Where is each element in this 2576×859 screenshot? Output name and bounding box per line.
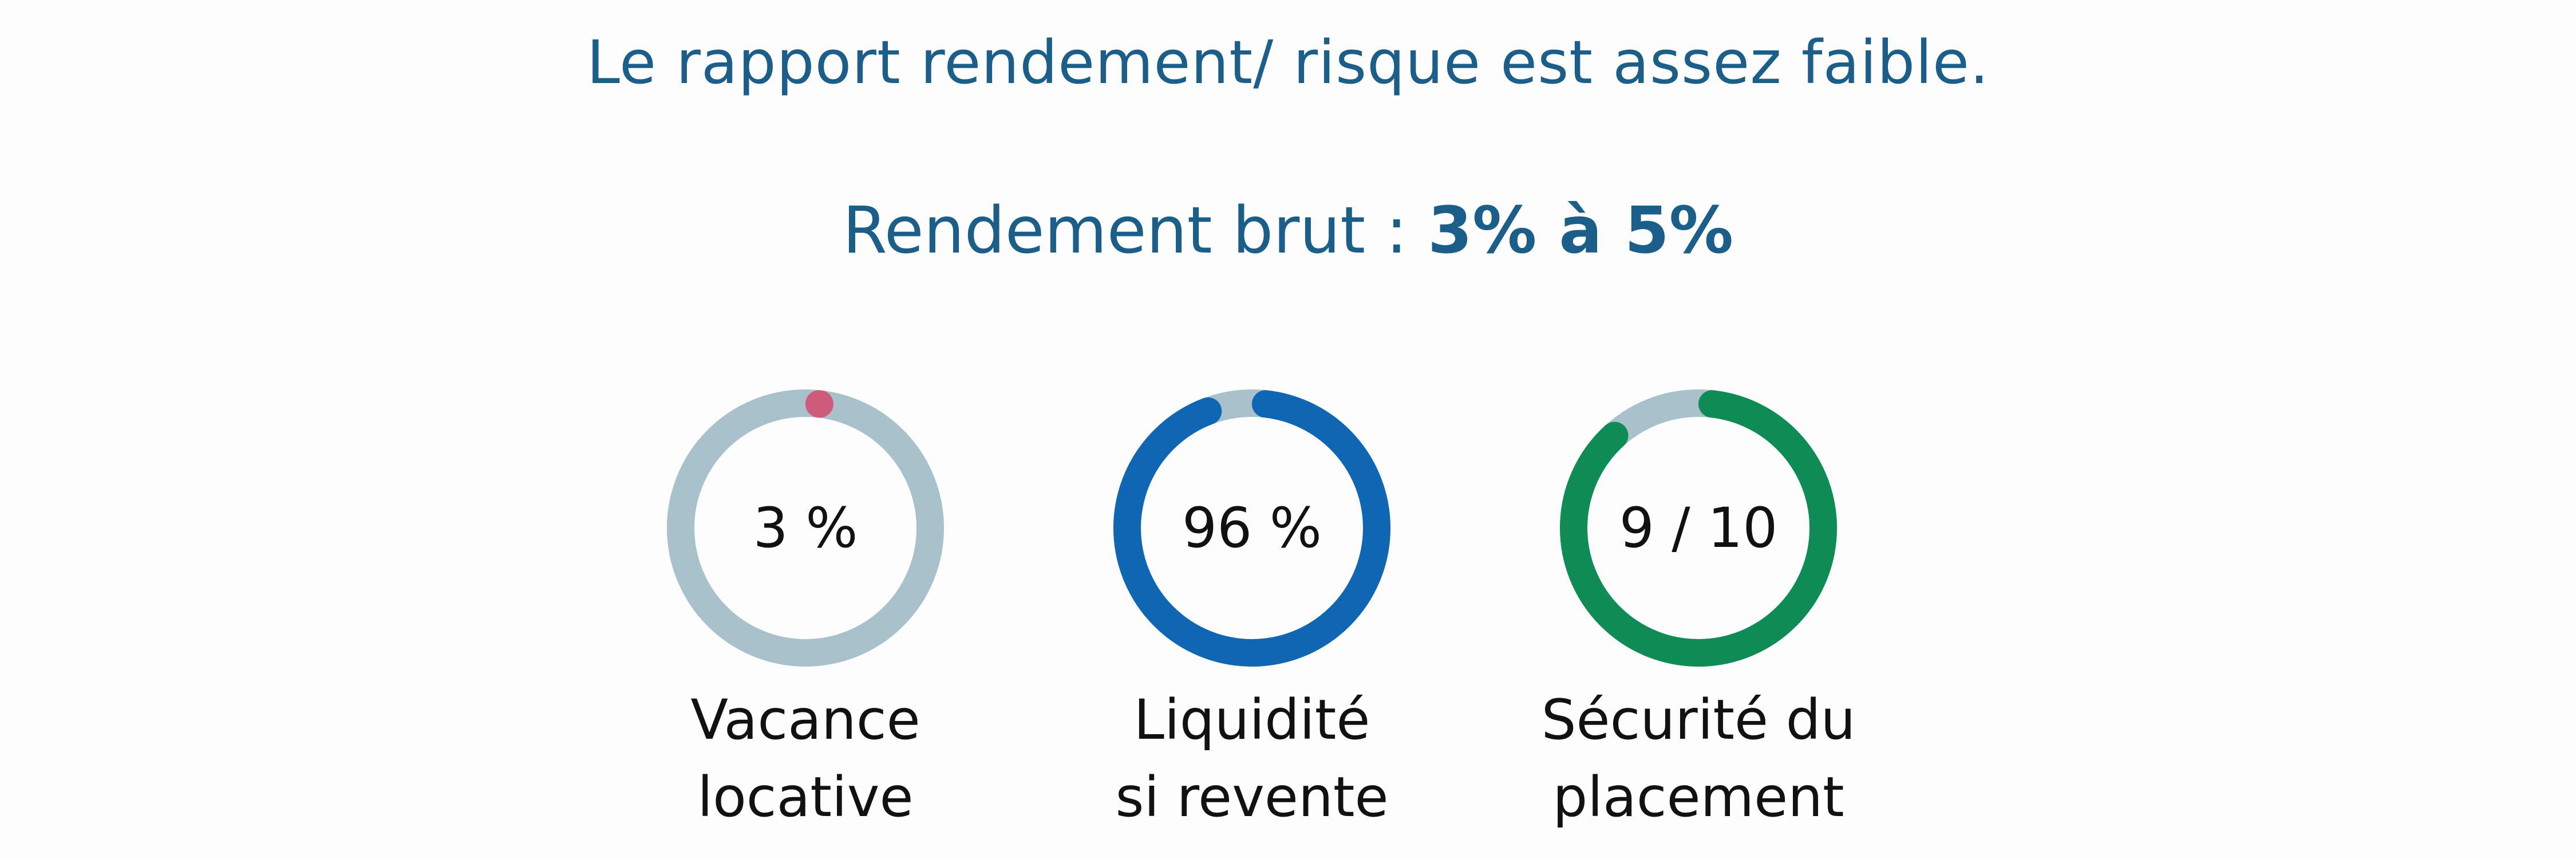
gauge-value-arc: [1113, 389, 1390, 667]
gauge-value-label: 3 %: [753, 496, 858, 560]
caption-line: Sécurité du: [1541, 688, 1856, 752]
headline-gross-yield: Rendement brut : 3% à 5%: [0, 194, 2576, 268]
caption-line: placement: [1552, 765, 1844, 829]
headline-risk-return: Le rapport rendement/ risque est assez f…: [586, 27, 1990, 97]
caption-line: Vacance: [690, 688, 920, 752]
gauge-ring: [1560, 389, 1837, 667]
gauge-ring: [1113, 389, 1390, 667]
gauge-value-arc: [667, 389, 944, 667]
gross-yield-label: Rendement brut :: [842, 194, 1428, 268]
gauge-vacance-locative: 3 %: [662, 385, 949, 671]
gauge-caption-securite-du-placement: Sécurité du placement: [1498, 681, 1899, 836]
gauge-value-label: 9 / 10: [1619, 496, 1778, 560]
gauge-securite-du-placement: 9 / 10: [1555, 385, 1842, 671]
caption-line: si revente: [1115, 765, 1389, 829]
gauge-value-label: 96 %: [1182, 496, 1322, 560]
gauge-ring: [667, 389, 944, 667]
caption-line: Liquidité: [1133, 688, 1370, 752]
gauge-caption-liquidite-si-revente: Liquidité si revente: [1052, 681, 1452, 836]
gauge-caption-vacance-locative: Vacance locative: [605, 681, 1006, 836]
gauge-liquidite-si-revente: 96 %: [1109, 385, 1395, 671]
gross-yield-value: 3% à 5%: [1428, 194, 1734, 268]
caption-line: locative: [697, 765, 914, 829]
gauge-value-arc: [1560, 389, 1837, 667]
